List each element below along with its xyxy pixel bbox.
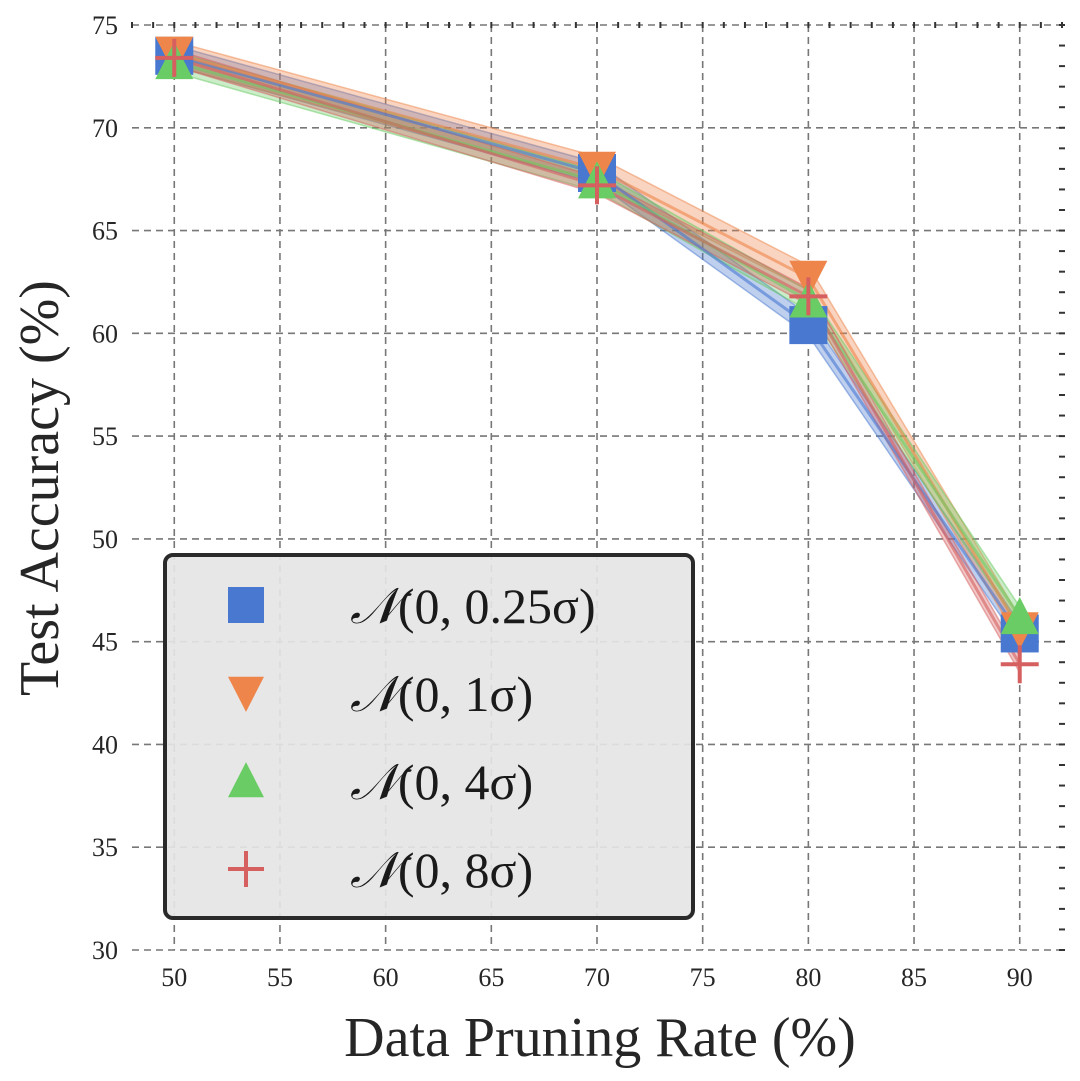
legend-label-text: (0, 8σ) xyxy=(398,842,533,898)
y-tick-label: 50 xyxy=(92,525,118,554)
legend: 𝒩(0, 0.25σ) 𝒩(0, 1σ) 𝒩(0, 4σ) 𝒩(0, 8σ) xyxy=(163,553,695,920)
legend-entry: 𝒩(0, 4σ) xyxy=(228,754,533,810)
legend-label-text: (0, 1σ) xyxy=(398,666,533,722)
legend-label-text: (0, 4σ) xyxy=(398,754,533,810)
y-tick-label: 65 xyxy=(92,217,118,246)
legend-entry: 𝒩(0, 0.25σ) xyxy=(228,578,596,634)
x-axis-label: Data Pruning Rate (%) xyxy=(344,1007,856,1069)
y-tick-label: 30 xyxy=(92,936,118,965)
legend-label: 𝒩(0, 0.25σ) xyxy=(350,578,596,634)
legend-marker xyxy=(228,851,264,887)
x-tick-label: 50 xyxy=(161,963,187,992)
x-tick-label: 80 xyxy=(795,963,821,992)
series-markers xyxy=(155,36,1039,684)
point-series-4 xyxy=(155,38,194,77)
y-tick-label: 60 xyxy=(92,319,118,348)
point-series-4 xyxy=(578,166,616,205)
y-tick-label: 75 xyxy=(92,11,118,40)
x-tick-label: 85 xyxy=(901,963,927,992)
y-tick-label: 40 xyxy=(92,730,118,759)
x-tick-label: 60 xyxy=(373,963,399,992)
legend-label: 𝒩(0, 4σ) xyxy=(350,754,533,810)
x-tick-label: 55 xyxy=(267,963,293,992)
y-tick-label: 35 xyxy=(92,833,118,862)
y-tick-label: 70 xyxy=(92,114,118,143)
legend-label: 𝒩(0, 1σ) xyxy=(350,666,533,722)
x-tick-label: 90 xyxy=(1007,963,1033,992)
point-series-4 xyxy=(1000,645,1039,684)
line-series-2 xyxy=(173,52,1022,631)
y-tick-label: 55 xyxy=(92,422,118,451)
series-lines xyxy=(173,52,1022,666)
point-series-4 xyxy=(789,277,828,316)
y-tick-label: 45 xyxy=(92,628,118,657)
x-tick-label: 75 xyxy=(690,963,716,992)
x-tick-label: 65 xyxy=(478,963,504,992)
legend-entry: 𝒩(0, 8σ) xyxy=(228,842,533,898)
line-series-4 xyxy=(173,56,1022,666)
legend-marker xyxy=(228,762,264,798)
x-tick-label: 70 xyxy=(584,963,610,992)
minor-ticks xyxy=(131,22,1065,951)
y-axis-label: Test Accuracy (%) xyxy=(9,280,71,696)
legend-marker xyxy=(228,676,264,712)
legend-marker xyxy=(228,587,264,623)
point-series-3 xyxy=(1000,597,1039,635)
legend-label: 𝒩(0, 8σ) xyxy=(350,842,533,898)
legend-entry: 𝒩(0, 1σ) xyxy=(228,666,533,722)
legend-box xyxy=(163,553,695,920)
tick-labels: 50 55 60 65 70 75 80 85 90 30 35 40 45 50 55 60 65 70 75 xyxy=(92,11,1033,992)
legend-label-text: (0, 0.25σ) xyxy=(398,578,596,634)
